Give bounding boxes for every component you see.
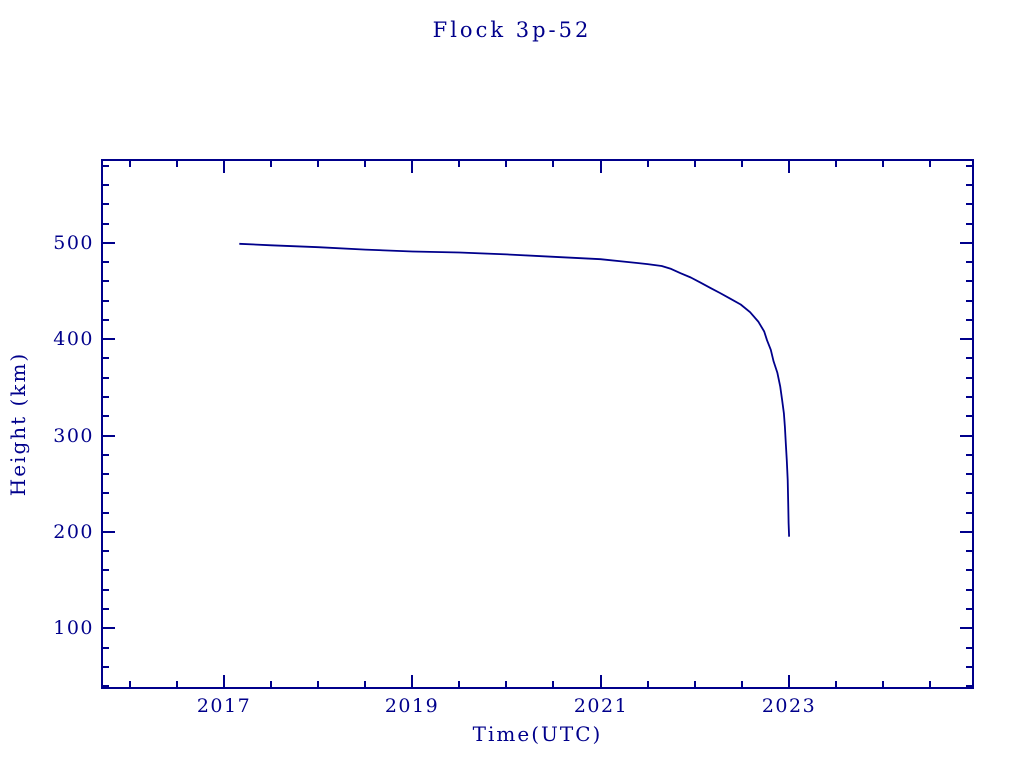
y-tick-label: 300 xyxy=(53,425,94,447)
x-tick-label: 2023 xyxy=(762,695,816,717)
y-tick-label: 200 xyxy=(53,521,94,543)
y-tick-label: 100 xyxy=(53,617,94,639)
plot-frame xyxy=(101,159,974,689)
y-axis-label-text: Height (km) xyxy=(6,351,30,497)
x-tick-label: 2017 xyxy=(197,695,251,717)
x-axis-label: Time(UTC) xyxy=(472,722,603,746)
y-tick-label: 500 xyxy=(53,232,94,254)
x-tick-label: 2019 xyxy=(385,695,439,717)
y-tick-label: 400 xyxy=(53,328,94,350)
x-tick-label: 2021 xyxy=(574,695,628,717)
decay-curve xyxy=(239,242,790,537)
chart-title: Flock 3p-52 xyxy=(432,18,592,42)
